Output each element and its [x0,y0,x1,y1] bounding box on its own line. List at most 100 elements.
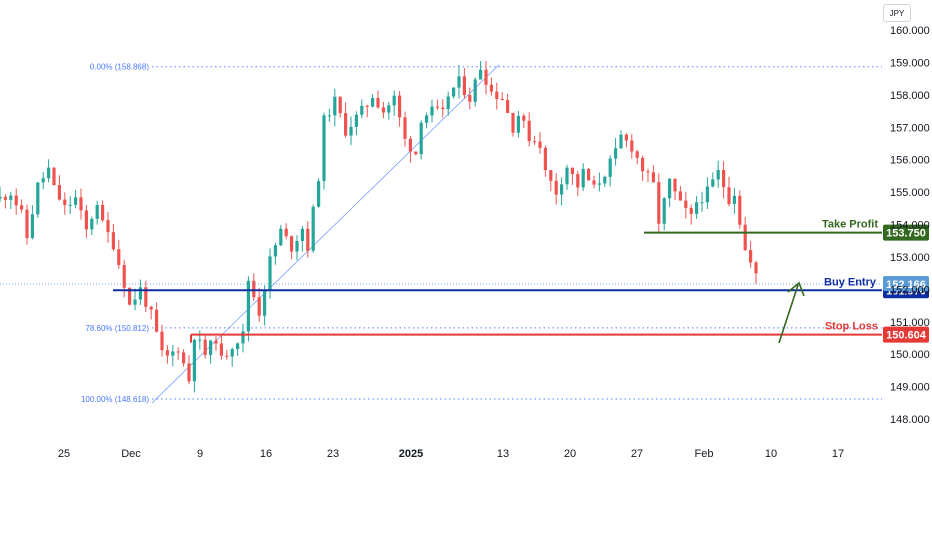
candle-body [149,306,153,310]
y-tick-label: 148.000 [890,414,930,426]
candle-body [511,112,515,133]
candle-body [630,140,634,152]
price-axis[interactable]: 160.000 159.000 158.000 157.000 156.000 155.0… [890,25,930,426]
candle-body [214,340,218,344]
candle-body [295,240,299,252]
candle-body [500,98,504,101]
candle-body [457,76,461,88]
candle-body [651,172,655,183]
candle-body [689,208,693,214]
candle-body [732,195,736,204]
candle-body [79,197,83,211]
target-arrow-head [787,281,805,297]
y-tick-label: 157.000 [890,122,930,134]
candle-body [403,117,407,139]
candle-body [284,228,288,237]
candle-body [187,363,191,382]
candle-body [657,182,661,224]
candle-body [635,151,639,158]
x-tick-label: 25 [58,448,70,460]
candle-body [522,115,526,121]
candle-body [446,96,450,110]
candle-body [311,206,315,251]
candle-body [662,198,666,224]
candle-body [171,351,175,356]
fib-level-label: 78.60% (150.812) [85,324,149,333]
candle-body [198,339,202,341]
candle-body [241,331,245,344]
candle-body [236,343,240,350]
candle-body [614,148,618,159]
candle-body [47,167,51,179]
fib-level-label: 100.00% (148.618) [81,395,149,404]
candle-body [387,105,391,113]
candle-body [695,202,699,214]
candle-body [700,202,704,204]
current-price-tag [883,275,929,291]
candle-body [246,280,250,332]
candle-body [560,184,564,195]
currency-label: JPY [883,4,911,22]
candle-body [9,195,13,200]
candle-body [392,95,396,106]
candle-body [203,339,207,356]
candle-body [376,97,380,108]
candle-body [549,170,553,181]
y-tick-label: 156.000 [890,155,930,167]
candle-body [360,105,364,115]
candle-body [176,351,180,353]
candle-body [479,69,483,80]
candle-body [624,134,628,141]
candle-body [36,182,40,215]
candle-body [144,287,148,307]
candle-body [646,171,650,173]
candle-body [749,250,753,263]
take-profit-price-tag [883,224,929,241]
candle-body [219,343,223,356]
candle-body [209,340,213,356]
x-tick-label: 27 [631,448,643,460]
candle-body [192,339,196,382]
candle-body [230,349,234,357]
candle-body [306,228,310,251]
candle-body [473,79,477,102]
candle-body [754,262,758,274]
candle-body [489,84,493,92]
current-price-text: 152.166 [886,279,926,291]
candle-body [333,96,337,116]
candle-body [414,151,418,155]
candle-body [63,199,67,206]
candle-body [381,107,385,113]
candle-body [165,350,169,356]
x-tick-label: 9 [197,448,203,460]
candle-body [533,141,537,143]
stop-loss-label: Stop Loss [825,321,878,333]
candle-body [349,126,353,136]
candle-body [484,69,488,85]
take-profit-price-text: 153.750 [886,228,926,240]
candle-body [587,168,591,181]
target-arrow-line [778,284,799,344]
y-tick-label: 153.000 [890,252,930,264]
candle-body [317,181,321,207]
candle-body [155,309,159,332]
candle-body [570,167,574,175]
candle-body [3,196,7,200]
candle-body [527,120,531,142]
candle-body [716,169,720,180]
candle-body [468,95,472,102]
candle-body [398,95,402,118]
candle-body [52,167,56,186]
candle-body [225,355,229,357]
candle-body [722,169,726,188]
time-axis[interactable]: 25 Dec 9 16 23 2025 13 20 27 Feb 10 17 [58,448,844,460]
candle-body [0,196,2,199]
candle-body [344,113,348,136]
y-tick-label: 150.000 [890,349,930,361]
y-tick-label: 152.000 [890,284,930,296]
candle-body [565,167,569,185]
y-tick-label: 149.000 [890,382,930,394]
candle-body [538,141,542,148]
